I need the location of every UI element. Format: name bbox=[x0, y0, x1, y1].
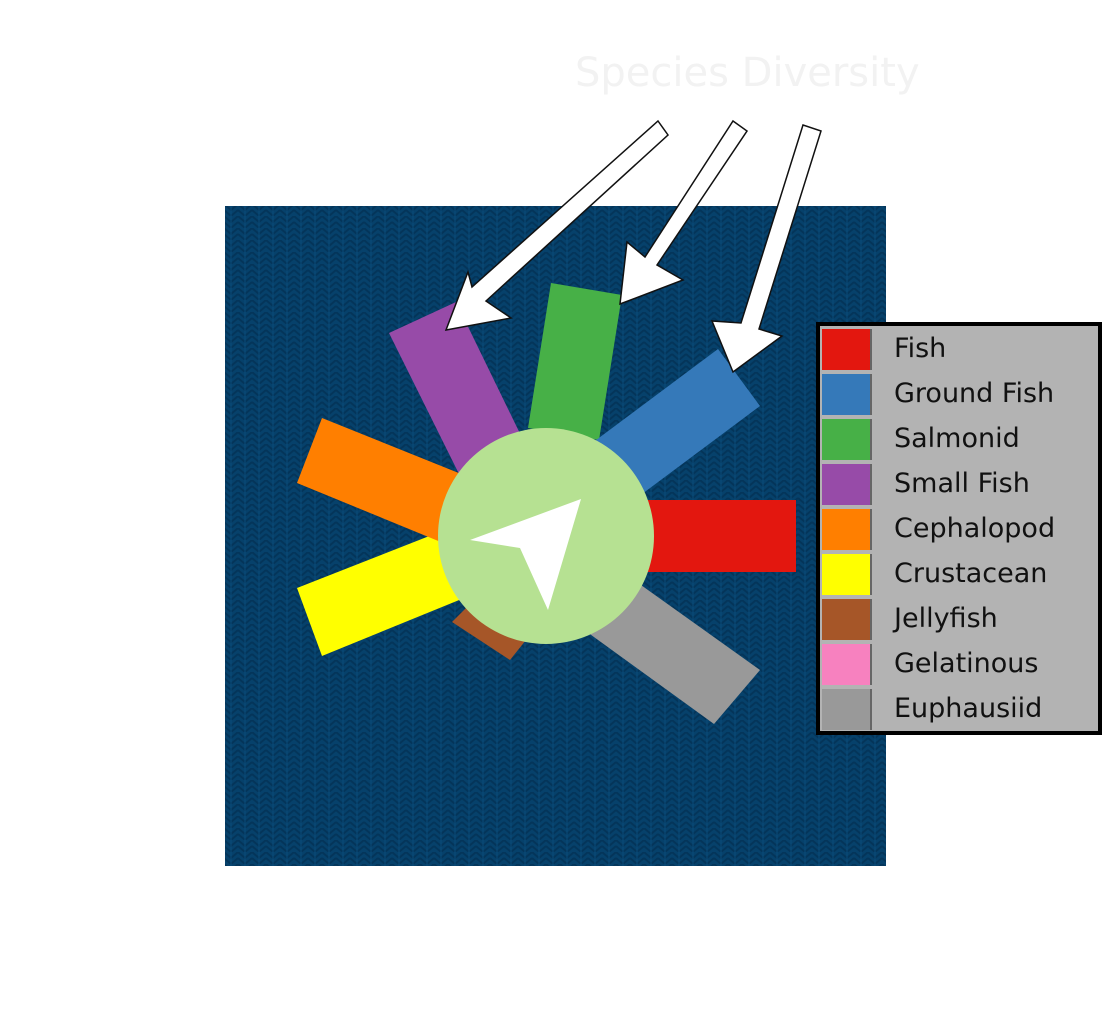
legend-swatch bbox=[822, 554, 872, 595]
legend-swatch bbox=[822, 374, 872, 415]
legend-swatch bbox=[822, 689, 872, 730]
legend-label: Gelatinous bbox=[894, 648, 1039, 679]
navigation-arrow-icon bbox=[470, 499, 581, 610]
bar-small-fish bbox=[389, 302, 528, 480]
legend-swatch bbox=[822, 599, 872, 640]
legend-label: Crustacean bbox=[894, 558, 1048, 589]
legend-label: Salmonid bbox=[894, 423, 1020, 454]
legend-item: Small Fish bbox=[820, 461, 1102, 506]
legend-label: Ground Fish bbox=[894, 378, 1055, 409]
legend-item: Euphausiid bbox=[820, 686, 1102, 731]
legend-item: Salmonid bbox=[820, 416, 1102, 461]
pointer-arrow-small-fish-icon bbox=[444, 119, 669, 331]
bar-salmonid bbox=[528, 283, 622, 440]
legend-item: Crustacean bbox=[820, 551, 1102, 596]
legend: Fish Ground Fish Salmonid Small Fish Cephalo… bbox=[816, 322, 1102, 735]
legend-swatch bbox=[822, 329, 872, 370]
legend-swatch bbox=[822, 509, 872, 550]
legend-swatch bbox=[822, 644, 872, 685]
legend-swatch bbox=[822, 464, 872, 505]
legend-label: Cephalopod bbox=[894, 513, 1056, 544]
pointer-arrow-ground-fish-icon bbox=[710, 124, 822, 374]
legend-label: Euphausiid bbox=[894, 693, 1043, 724]
legend-label: Fish bbox=[894, 333, 947, 364]
legend-item: Ground Fish bbox=[820, 371, 1102, 416]
legend-swatch bbox=[822, 419, 872, 460]
diagram-caption: Species Diversity bbox=[575, 50, 920, 96]
pointer-arrow-salmonid-icon bbox=[619, 119, 749, 306]
legend-item: Jellyfish bbox=[820, 596, 1102, 641]
legend-label: Jellyfish bbox=[894, 603, 998, 634]
pointer-arrows bbox=[444, 119, 822, 374]
legend-item: Gelatinous bbox=[820, 641, 1102, 686]
legend-label: Small Fish bbox=[894, 468, 1030, 499]
legend-item: Cephalopod bbox=[820, 506, 1102, 551]
legend-item: Fish bbox=[820, 326, 1102, 371]
